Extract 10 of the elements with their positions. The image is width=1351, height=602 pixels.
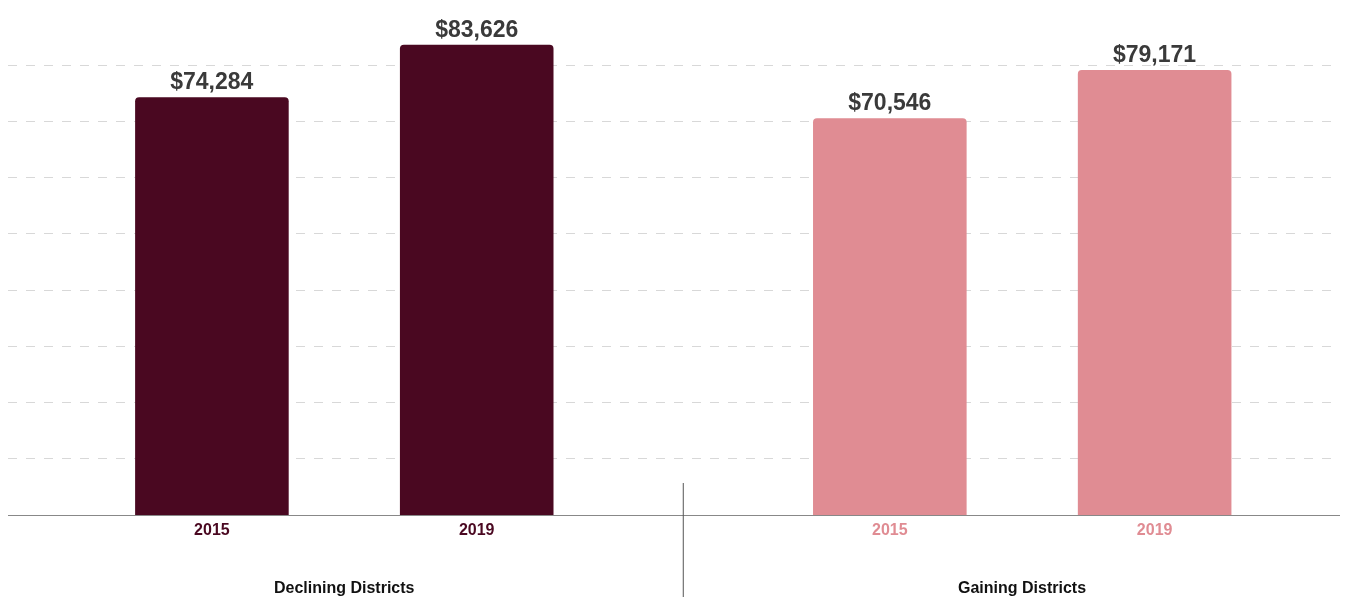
x-tick-label: 2019 [458, 521, 495, 539]
text: Gaining Districts [958, 579, 1087, 596]
text: Declining Districts [274, 579, 415, 596]
data-label: $70,546 [848, 89, 932, 116]
data-label: $74,284 [170, 68, 254, 95]
data-label: $79,171 [1112, 40, 1197, 67]
x-tick-label: 2015 [194, 521, 230, 539]
data-label: $83,626 [435, 15, 519, 42]
x-tick-label: 2019 [1136, 521, 1173, 539]
x-tick-label: 2015 [872, 521, 908, 539]
